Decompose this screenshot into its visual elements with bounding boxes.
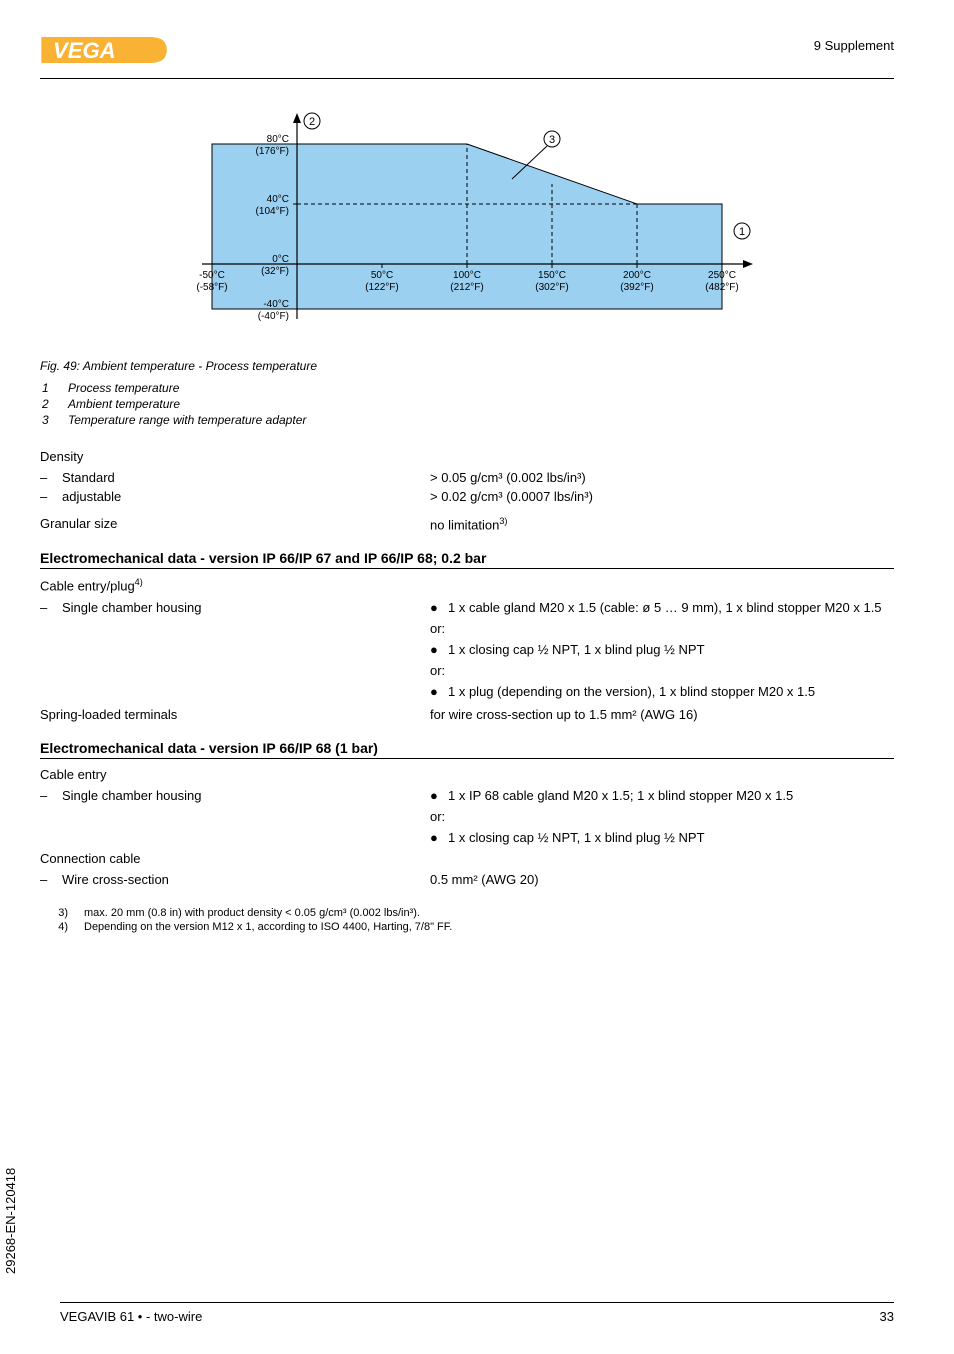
footer-left: VEGAVIB 61 • - two-wire [60, 1309, 202, 1324]
section-rule [40, 568, 894, 569]
svg-text:100°C: 100°C [453, 270, 481, 281]
side-document-id: 29268-EN-120418 [3, 1168, 18, 1274]
svg-text:2: 2 [309, 116, 315, 128]
spring-terminals-row: Spring-loaded terminals for wire cross-s… [40, 707, 894, 722]
svg-text:250°C: 250°C [708, 270, 736, 281]
header-rule [40, 78, 894, 79]
wire-value: 0.5 mm² (AWG 20) [430, 872, 894, 887]
density-label: adjustable [62, 489, 121, 504]
legend-num: 1 [42, 381, 66, 395]
footnotes: 3)max. 20 mm (0.8 in) with product densi… [40, 905, 454, 935]
svg-text:(-40°F): (-40°F) [258, 311, 289, 322]
section-rule [40, 758, 894, 759]
svg-text:(482°F): (482°F) [705, 282, 738, 293]
svg-text:(-58°F): (-58°F) [196, 282, 227, 293]
svg-text:50°C: 50°C [371, 270, 393, 281]
or-text: or: [430, 621, 894, 636]
or-text: or: [430, 663, 894, 678]
svg-text:-50°C: -50°C [199, 270, 225, 281]
density-value: > 0.02 g/cm³ (0.0007 lbs/in³) [430, 489, 894, 504]
density-row: –Standard > 0.05 g/cm³ (0.002 lbs/in³) [40, 470, 894, 485]
temperature-chart: -40°C(-40°F) 0°C(32°F) 40°C(104°F) 80°C(176… [172, 109, 762, 339]
figure-legend: 1Process temperature 2Ambient temperatur… [40, 379, 308, 429]
page-number: 33 [880, 1309, 894, 1324]
svg-text:40°C: 40°C [267, 194, 289, 205]
page-header: VEGA 9 Supplement [40, 30, 894, 70]
spec-value: ●1 x IP 68 cable gland M20 x 1.5; 1 x bl… [430, 788, 894, 845]
vega-logo: VEGA [40, 30, 170, 70]
svg-text:80°C: 80°C [267, 134, 289, 145]
footnote-num: 4) [42, 921, 82, 933]
density-label: Standard [62, 470, 115, 485]
granular-sup: 3) [499, 516, 507, 526]
cable-entry-heading: Cable entry/plug4) [40, 577, 894, 593]
wire-row: –Wire cross-section 0.5 mm² (AWG 20) [40, 872, 894, 887]
granular-row: Granular size no limitation3) [40, 516, 894, 532]
legend-num: 3 [42, 413, 66, 427]
granular-label: Granular size [40, 516, 117, 532]
svg-text:(302°F): (302°F) [535, 282, 568, 293]
or-text: or: [430, 809, 894, 824]
svg-text:200°C: 200°C [623, 270, 651, 281]
wire-label: Wire cross-section [62, 872, 169, 887]
cable-entry-heading: Cable entry [40, 767, 894, 782]
svg-text:0°C: 0°C [272, 254, 289, 265]
chart-container: -40°C(-40°F) 0°C(32°F) 40°C(104°F) 80°C(176… [40, 109, 894, 339]
legend-text: Ambient temperature [68, 397, 306, 411]
page-footer: VEGAVIB 61 • - two-wire 33 [60, 1302, 894, 1324]
footnote-text: max. 20 mm (0.8 in) with product density… [84, 907, 452, 919]
spec-row: –Single chamber housing ●1 x cable gland… [40, 600, 894, 699]
svg-text:150°C: 150°C [538, 270, 566, 281]
section-a-title: Electromechanical data - version IP 66/I… [40, 550, 894, 566]
footnote-text: Depending on the version M12 x 1, accord… [84, 921, 452, 933]
density-heading: Density [40, 449, 894, 464]
granular-value: no limitation [430, 517, 499, 532]
header-section: 9 Supplement [814, 38, 894, 53]
spec-label: Single chamber housing [62, 788, 201, 845]
svg-text:(392°F): (392°F) [620, 282, 653, 293]
svg-text:-40°C: -40°C [263, 299, 289, 310]
spec-label: Single chamber housing [62, 600, 201, 699]
svg-text:VEGA: VEGA [53, 38, 116, 63]
figure-caption: Fig. 49: Ambient temperature - Process t… [40, 359, 894, 373]
spring-label: Spring-loaded terminals [40, 707, 177, 722]
spec-value: ●1 x cable gland M20 x 1.5 (cable: ø 5 …… [430, 600, 894, 699]
section-b-title: Electromechanical data - version IP 66/I… [40, 740, 894, 756]
svg-text:3: 3 [549, 134, 555, 146]
spec-row: –Single chamber housing ●1 x IP 68 cable… [40, 788, 894, 845]
density-row: –adjustable > 0.02 g/cm³ (0.0007 lbs/in³… [40, 489, 894, 504]
svg-text:(176°F): (176°F) [256, 146, 289, 157]
footnote-num: 3) [42, 907, 82, 919]
legend-num: 2 [42, 397, 66, 411]
spring-value: for wire cross-section up to 1.5 mm² (AW… [430, 707, 894, 722]
legend-text: Process temperature [68, 381, 306, 395]
legend-text: Temperature range with temperature adapt… [68, 413, 306, 427]
svg-text:1: 1 [739, 226, 745, 238]
svg-text:(32°F): (32°F) [261, 266, 289, 277]
svg-text:(104°F): (104°F) [256, 206, 289, 217]
connection-cable-heading: Connection cable [40, 851, 894, 866]
density-value: > 0.05 g/cm³ (0.002 lbs/in³) [430, 470, 894, 485]
svg-text:(122°F): (122°F) [365, 282, 398, 293]
footer-rule [60, 1302, 894, 1303]
svg-text:(212°F): (212°F) [450, 282, 483, 293]
